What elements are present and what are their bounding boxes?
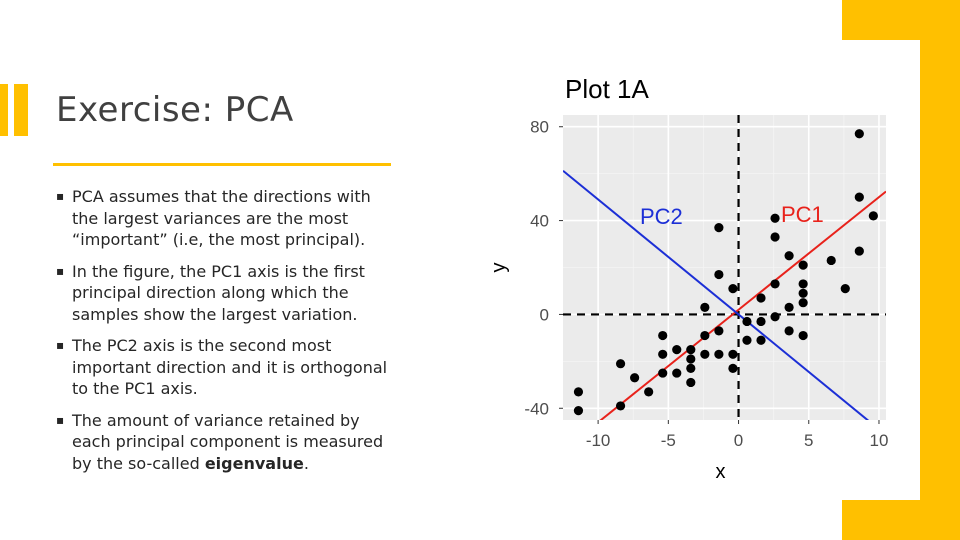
data-point	[658, 368, 668, 378]
bullet-item: ▪ The amount of variance retained by each…	[55, 410, 400, 475]
x-tick-label: -5	[661, 431, 676, 450]
data-point	[658, 330, 668, 341]
data-point	[615, 401, 626, 411]
data-point	[615, 359, 626, 369]
data-point	[714, 269, 724, 280]
data-point	[686, 377, 696, 388]
y-tick-label: -40	[524, 399, 549, 418]
x-tick-label: 5	[804, 431, 813, 450]
data-point	[756, 335, 766, 345]
accent-bar-left-thin	[14, 84, 28, 136]
data-point	[700, 330, 710, 341]
pc2-label: PC2	[640, 204, 683, 229]
bullet-square-icon: ▪	[56, 189, 65, 203]
data-point	[798, 279, 808, 289]
bullet-item: ▪ The PC2 axis is the second most importa…	[55, 335, 400, 400]
data-point	[700, 349, 710, 359]
data-point	[728, 284, 738, 294]
data-point	[798, 298, 808, 308]
data-point	[770, 279, 780, 289]
data-point	[742, 316, 752, 327]
data-point	[770, 312, 780, 322]
data-point	[686, 363, 696, 373]
y-axis-label: y	[488, 263, 510, 273]
bullet-item: ▪ PCA assumes that the directions with th…	[55, 186, 400, 251]
bullet-text: In the figure, the PC1 axis is the first…	[72, 261, 365, 324]
slide-title: Exercise: PCA	[56, 90, 294, 130]
data-point	[658, 349, 668, 359]
bullet-list: ▪ PCA assumes that the directions with th…	[55, 186, 400, 484]
bullet-text-before: The amount of variance retained by each …	[72, 410, 384, 473]
pc2-axis-line	[563, 169, 870, 420]
data-point	[756, 316, 766, 327]
x-tick-label: -10	[586, 431, 611, 450]
data-point	[798, 330, 808, 341]
title-underline	[53, 163, 391, 166]
data-point	[784, 326, 794, 336]
data-point	[728, 363, 738, 373]
data-point	[686, 354, 696, 364]
y-tick-label: 40	[530, 212, 549, 231]
pca-plot: Plot 1A PC2 PC1 -10 -5 0 5 10 -40 0 40 80 x y	[480, 60, 900, 490]
accent-bar-left-thick	[0, 84, 8, 136]
data-point	[573, 406, 584, 416]
data-point	[826, 255, 836, 266]
data-point	[854, 192, 864, 202]
bullet-square-icon: ▪	[56, 338, 65, 352]
data-point	[644, 387, 654, 397]
data-point	[630, 373, 640, 383]
x-axis-label: x	[716, 461, 726, 483]
data-point	[784, 302, 794, 312]
data-point	[714, 223, 724, 233]
y-tick-label: 0	[540, 305, 549, 324]
pc1-label: PC1	[781, 202, 824, 227]
data-point	[854, 246, 864, 256]
data-point	[686, 345, 696, 355]
data-point	[868, 211, 878, 221]
bullet-bold-term: eigenvalue	[204, 453, 304, 473]
data-point	[742, 335, 752, 345]
data-point	[756, 293, 766, 303]
data-point	[840, 284, 850, 294]
data-point	[714, 326, 724, 336]
data-point	[784, 251, 794, 261]
y-tick-label: 80	[530, 118, 549, 137]
data-point	[672, 345, 682, 355]
bullet-item: ▪ In the figure, the PC1 axis is the firs…	[55, 261, 400, 326]
data-point	[798, 288, 808, 298]
accent-bar-right	[920, 0, 960, 540]
data-point	[728, 349, 738, 359]
data-point	[573, 387, 584, 397]
pca-scatter-chart: Plot 1A PC2 PC1 -10 -5 0 5 10 -40 0 40 80 x y	[488, 74, 889, 483]
data-point	[714, 349, 724, 359]
bullet-square-icon: ▪	[56, 412, 65, 427]
chart-title: Plot 1A	[565, 74, 649, 104]
data-point	[770, 213, 780, 223]
data-point	[672, 368, 682, 378]
data-point	[770, 232, 780, 242]
data-point	[854, 129, 864, 139]
data-point	[798, 260, 808, 270]
x-tick-label: 0	[734, 431, 743, 450]
bullet-text: The PC2 axis is the second most importan…	[72, 336, 388, 398]
bullet-square-icon: ▪	[56, 263, 65, 278]
accent-bar-bottom-right	[842, 500, 960, 540]
data-point	[700, 302, 710, 312]
bullet-text-after: .	[303, 453, 309, 473]
bullet-text: PCA assumes that the directions with the…	[72, 187, 371, 249]
x-tick-label: 10	[870, 431, 889, 450]
